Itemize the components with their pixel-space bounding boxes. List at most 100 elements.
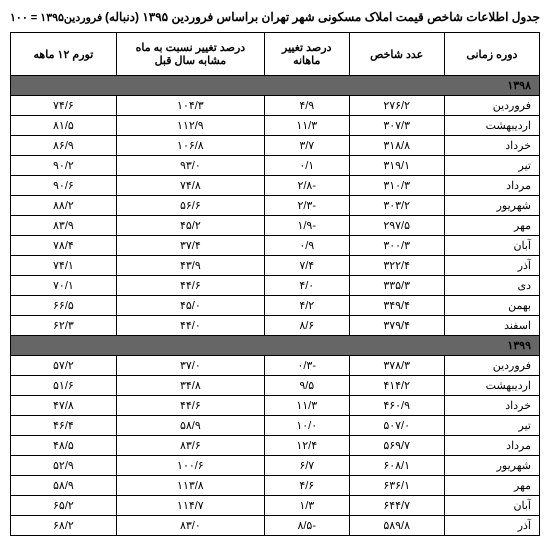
cell-monthly: ۷/۴	[264, 256, 349, 276]
cell-monthly: -۲/۸	[264, 176, 349, 196]
cell-twelve: ۷۸/۴	[11, 236, 117, 256]
cell-monthly: -۲/۳	[264, 196, 349, 216]
page-title: جدول اطلاعات شاخص قیمت املاک مسکونی شهر …	[105, 10, 540, 24]
cell-twelve: ۹۰/۶	[11, 176, 117, 196]
cell-month: مرداد	[444, 436, 539, 456]
col-period: دوره زمانی	[444, 33, 539, 76]
year-label: ۱۳۹۹	[11, 336, 540, 356]
cell-index: ۶۴۴/۷	[349, 496, 444, 516]
table-row: دی۳۳۵/۳۴/۰۴۴/۶۷۰/۱	[11, 276, 540, 296]
table-row: تیر۳۱۹/۱۰/۱۹۳/۰۹۰/۲	[11, 156, 540, 176]
cell-index: ۳۷۹/۴	[349, 316, 444, 336]
cell-index: ۳۴۹/۴	[349, 296, 444, 316]
cell-monthly: ۹/۵	[264, 376, 349, 396]
cell-index: ۳۱۸/۸	[349, 136, 444, 156]
cell-month: دی	[444, 276, 539, 296]
cell-twelve: ۸۳/۹	[11, 216, 117, 236]
table-row: مهر۲۹۷/۵-۱/۹۴۵/۲۸۳/۹	[11, 216, 540, 236]
cell-twelve: ۸۱/۵	[11, 116, 117, 136]
cell-month: فروردین	[444, 356, 539, 376]
cell-month: مهر	[444, 216, 539, 236]
cell-yearly: ۴۵/۲	[116, 216, 264, 236]
cell-yearly: ۷۴/۸	[116, 176, 264, 196]
cell-twelve: ۵۷/۲	[11, 356, 117, 376]
table-row: فروردین۳۷۸/۳-۰/۳۳۷/۰۵۷/۲	[11, 356, 540, 376]
table-row: آبان۶۴۴/۷۱/۳۱۱۴/۷۶۵/۲	[11, 496, 540, 516]
year-header-row: ۱۳۹۹	[11, 336, 540, 356]
cell-twelve: ۴۶/۴	[11, 416, 117, 436]
cell-month: آبان	[444, 236, 539, 256]
cell-yearly: ۵۶/۶	[116, 196, 264, 216]
cell-yearly: ۴۳/۹	[116, 256, 264, 276]
page-subtitle: فروردین۱۳۹۵ = ۱۰۰	[10, 11, 102, 24]
cell-index: ۳۰۰/۳	[349, 236, 444, 256]
cell-yearly: ۴۴/۶	[116, 396, 264, 416]
cell-monthly: ۸/۶	[264, 316, 349, 336]
cell-yearly: ۴۴/۰	[116, 316, 264, 336]
price-index-table: دوره زمانی عدد شاخص درصد تغییر ماهانه در…	[10, 32, 540, 536]
cell-month: فروردین	[444, 96, 539, 116]
table-row: مرداد۵۶۹/۷۱۲/۴۸۳/۶۴۸/۵	[11, 436, 540, 456]
cell-twelve: ۷۴/۱	[11, 256, 117, 276]
cell-yearly: ۱۱۲/۹	[116, 116, 264, 136]
cell-twelve: ۹۰/۲	[11, 156, 117, 176]
cell-yearly: ۹۳/۰	[116, 156, 264, 176]
cell-yearly: ۱۱۳/۸	[116, 476, 264, 496]
cell-monthly: ۴/۲	[264, 296, 349, 316]
cell-monthly: ۴/۶	[264, 476, 349, 496]
cell-index: ۳۰۳/۲	[349, 196, 444, 216]
cell-monthly: ۰/۹	[264, 236, 349, 256]
table-row: آبان۳۰۰/۳۰/۹۳۷/۴۷۸/۴	[11, 236, 540, 256]
cell-yearly: ۵۸/۹	[116, 416, 264, 436]
table-row: بهمن۳۴۹/۴۴/۲۴۵/۰۶۶/۵	[11, 296, 540, 316]
cell-twelve: ۶۵/۲	[11, 496, 117, 516]
cell-index: ۳۱۰/۳	[349, 176, 444, 196]
cell-month: تیر	[444, 156, 539, 176]
table-row: فروردین۲۷۶/۲۴/۹۱۰۴/۳۷۴/۶	[11, 96, 540, 116]
cell-monthly: ۶/۷	[264, 456, 349, 476]
cell-twelve: ۷۰/۱	[11, 276, 117, 296]
cell-twelve: ۶۶/۵	[11, 296, 117, 316]
cell-monthly: ۱۱/۳	[264, 396, 349, 416]
year-header-row: ۱۳۹۸	[11, 76, 540, 96]
cell-index: ۵۰۷/۰	[349, 416, 444, 436]
cell-twelve: ۸۶/۹	[11, 136, 117, 156]
cell-monthly: ۴/۹	[264, 96, 349, 116]
cell-index: ۴۱۴/۲	[349, 376, 444, 396]
table-row: اسفند۳۷۹/۴۸/۶۴۴/۰۶۲/۳	[11, 316, 540, 336]
table-row: آذر۳۲۲/۴۷/۴۴۳/۹۷۴/۱	[11, 256, 540, 276]
cell-month: بهمن	[444, 296, 539, 316]
table-row: اردیبهشت۴۱۴/۲۹/۵۳۴/۸۵۱/۶	[11, 376, 540, 396]
cell-monthly: ۱/۳	[264, 496, 349, 516]
table-row: مرداد۳۱۰/۳-۲/۸۷۴/۸۹۰/۶	[11, 176, 540, 196]
cell-index: ۴۶۰/۹	[349, 396, 444, 416]
cell-monthly: -۱/۹	[264, 216, 349, 236]
data-table-container: جدول اطلاعات شاخص قیمت املاک مسکونی شهر …	[10, 10, 540, 536]
cell-index: ۲۹۷/۵	[349, 216, 444, 236]
cell-twelve: ۴۸/۵	[11, 436, 117, 456]
col-monthly: درصد تغییر ماهانه	[264, 33, 349, 76]
cell-monthly: -۰/۳	[264, 356, 349, 376]
cell-month: آبان	[444, 496, 539, 516]
cell-month: اردیبهشت	[444, 116, 539, 136]
cell-index: ۲۷۶/۲	[349, 96, 444, 116]
cell-monthly: ۱۰/۰	[264, 416, 349, 436]
year-label: ۱۳۹۸	[11, 76, 540, 96]
cell-index: ۳۰۷/۳	[349, 116, 444, 136]
cell-twelve: ۵۲/۹	[11, 456, 117, 476]
cell-month: شهریور	[444, 456, 539, 476]
cell-month: آذر	[444, 516, 539, 536]
cell-yearly: ۳۴/۸	[116, 376, 264, 396]
cell-yearly: ۴۵/۰	[116, 296, 264, 316]
cell-index: ۳۱۹/۱	[349, 156, 444, 176]
table-row: اردیبهشت۳۰۷/۳۱۱/۳۱۱۲/۹۸۱/۵	[11, 116, 540, 136]
cell-month: مرداد	[444, 176, 539, 196]
cell-twelve: ۴۷/۸	[11, 396, 117, 416]
cell-month: اردیبهشت	[444, 376, 539, 396]
cell-yearly: ۱۰۴/۳	[116, 96, 264, 116]
table-row: خرداد۳۱۸/۸۳/۷۱۰۶/۸۸۶/۹	[11, 136, 540, 156]
cell-monthly: ۰/۱	[264, 156, 349, 176]
cell-yearly: ۳۷/۴	[116, 236, 264, 256]
cell-month: خرداد	[444, 136, 539, 156]
cell-month: تیر	[444, 416, 539, 436]
